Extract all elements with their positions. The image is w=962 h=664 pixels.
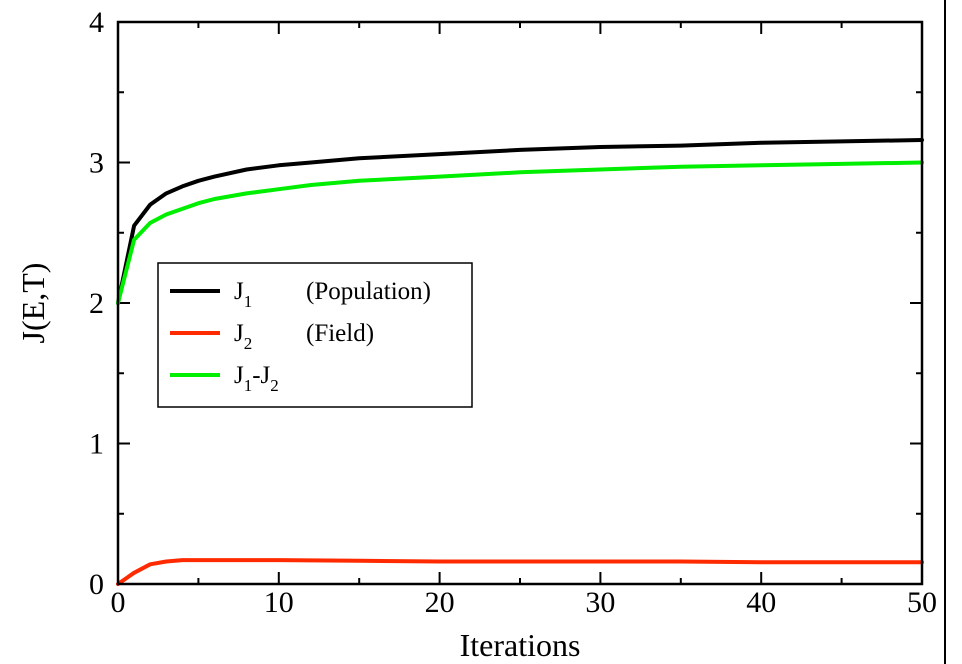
legend: J1 (Population) J2 (Field) J1-J2 <box>157 262 473 408</box>
series-line-1 <box>116 138 924 305</box>
y-tick-label: 3 <box>89 147 104 180</box>
legend-label-1: J1 (Population) <box>234 278 431 311</box>
legend-label-3: J1-J2 <box>234 362 279 395</box>
x-axis-label: Iterations <box>460 627 581 663</box>
series-line-2 <box>116 558 924 586</box>
legend-label-1-subscript: 1 <box>244 292 253 311</box>
x-tick-label: 0 <box>111 586 126 619</box>
legend-label-1-main: J <box>234 278 244 305</box>
series-lines <box>116 138 924 586</box>
legend-label-2: J2 (Field) <box>234 320 374 353</box>
legend-label-3-subscript-2: 2 <box>270 376 279 395</box>
legend-label-2-subscript: 2 <box>244 334 253 353</box>
y-tick-label: 0 <box>89 568 104 601</box>
x-tick-label: 10 <box>264 586 294 619</box>
y-tick-label: 1 <box>89 428 104 461</box>
x-tick-label: 50 <box>907 586 937 619</box>
legend-entry-1: J1 (Population) <box>170 278 431 311</box>
x-tick-label: 30 <box>585 586 615 619</box>
x-tick-label: 40 <box>746 586 776 619</box>
plot-frame <box>116 20 924 586</box>
series-line-3 <box>116 160 924 305</box>
legend-label-3-main: J <box>234 362 244 389</box>
image-edge-line <box>944 0 946 664</box>
legend-label-2-description: (Field) <box>306 320 374 347</box>
y-tick-label: 4 <box>89 6 104 39</box>
legend-entry-2: J2 (Field) <box>170 320 374 353</box>
legend-entry-3: J1-J2 <box>170 362 279 395</box>
x-tick-label: 20 <box>425 586 455 619</box>
legend-label-2-main: J <box>234 320 244 347</box>
y-tick-label: 2 <box>89 287 104 320</box>
legend-label-3-minus: -J <box>252 362 270 389</box>
legend-label-3-subscript-1: 1 <box>244 376 253 395</box>
y-axis-label: J(E,T) <box>15 263 51 344</box>
legend-label-1-description: (Population) <box>306 278 431 305</box>
